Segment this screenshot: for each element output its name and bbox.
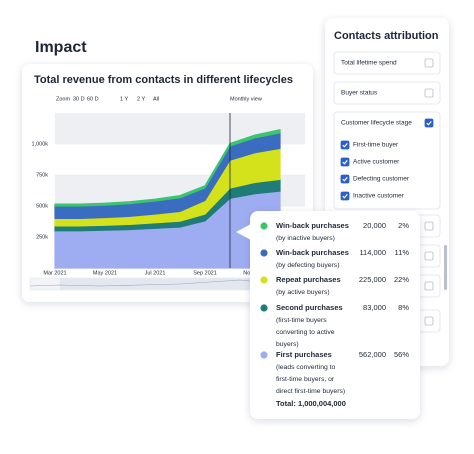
y-tick-label: 750k	[36, 172, 48, 178]
tooltip-total: Total: 1,000,004,000	[276, 399, 346, 408]
panel-subitem-label: Active customer	[353, 159, 400, 166]
y-tick-label: 250k	[36, 234, 48, 240]
legend-value: 20,000	[363, 221, 386, 230]
legend-note: (by inactive buyers)	[276, 235, 335, 242]
checkbox[interactable]	[340, 174, 350, 184]
legend-share: 56%	[394, 350, 409, 359]
legend-name: Win-back purchases	[276, 248, 349, 257]
legend-dot	[260, 351, 268, 359]
legend-value: 83,000	[363, 303, 386, 312]
legend-value: 114,000	[359, 248, 386, 257]
checkbox[interactable]	[424, 118, 434, 128]
tooltip: Win-back purchases 20,000 2% (by inactive b…	[236, 211, 420, 419]
legend-note: (leads converting to	[276, 364, 336, 371]
checkbox[interactable]	[340, 191, 350, 201]
zoom-label: Zoom	[56, 96, 70, 102]
tooltip-pointer-cover	[237, 224, 251, 240]
panel-subitem-label: First-time buyer	[353, 142, 399, 149]
x-tick-label: May 2021	[93, 270, 117, 276]
legend-note: buyers)	[276, 341, 299, 348]
legend-name: Repeat purchases	[276, 275, 341, 284]
area	[54, 128, 281, 207]
heading: Impact	[35, 39, 87, 56]
legend-share: 11%	[395, 248, 410, 257]
checkbox[interactable]	[424, 221, 434, 231]
panel-item-label: Customer lifecycle stage	[341, 120, 412, 127]
panel-item	[333, 51, 441, 75]
zoom-button[interactable]: All	[153, 96, 159, 102]
panel-item-label: Total lifetime spend	[341, 60, 397, 67]
chart-title: Total revenue from contacts in different…	[34, 74, 293, 86]
tooltip-card	[250, 211, 420, 419]
legend-name: Second purchases	[276, 303, 343, 312]
zoom-button[interactable]: 60 D	[87, 96, 99, 102]
legend-dot	[260, 222, 268, 230]
x-tick-label: Mar 2021	[43, 270, 66, 276]
legend-dot	[260, 304, 268, 312]
checkbox[interactable]	[424, 88, 434, 98]
checkmark	[342, 177, 348, 182]
legend-note: (by defecting buyers)	[276, 262, 339, 269]
checkmark	[342, 194, 348, 199]
legend-name: Win-back purchases	[276, 221, 349, 230]
zoom-button[interactable]: 2 Y	[137, 96, 145, 102]
legend-note: (by active buyers)	[276, 289, 330, 296]
legend-value: 562,000	[359, 350, 386, 359]
panel-item	[333, 81, 441, 105]
panel-title: Contacts attribution	[334, 30, 439, 42]
view-label[interactable]: Monthly view	[230, 96, 262, 102]
legend-share: 8%	[398, 303, 409, 312]
legend-name: First purchases	[276, 350, 332, 359]
legend-note: direct first-time buyers)	[276, 388, 345, 395]
checkmark	[342, 160, 348, 165]
navigator-window[interactable]	[60, 278, 270, 290]
y-tick-label: 500k	[36, 203, 48, 209]
legend-share: 2%	[398, 221, 409, 230]
y-tick-label: 1,000k	[31, 141, 48, 147]
legend-note: (first-time buyers	[276, 317, 327, 324]
checkmark	[426, 121, 432, 126]
zoom-button[interactable]: 1 Y	[120, 96, 128, 102]
zoom-button[interactable]: 30 D	[73, 96, 85, 102]
x-tick-label: Jul 2021	[145, 270, 166, 276]
legend-note: first-time buyers, or	[276, 376, 335, 383]
legend-value: 225,000	[359, 275, 386, 284]
chart-card: Total revenue from contacts in different…	[22, 64, 313, 302]
panel-subitem-label: Inactive customer	[353, 193, 405, 200]
panel-item	[333, 111, 441, 210]
legend-share: 22%	[394, 275, 409, 284]
checkbox[interactable]	[424, 281, 434, 291]
panel-subitem-label: Defecting customer	[353, 176, 410, 183]
checkmark	[342, 143, 348, 148]
legend-dot	[260, 276, 268, 284]
checkbox[interactable]	[424, 58, 434, 68]
checkbox[interactable]	[424, 251, 434, 261]
scrollbar	[444, 245, 447, 290]
checkbox[interactable]	[424, 316, 434, 326]
checkbox[interactable]	[340, 140, 350, 150]
checkbox[interactable]	[340, 157, 350, 167]
legend-dot	[260, 249, 268, 257]
x-tick-label: Sep 2021	[193, 270, 217, 276]
legend-note: converting to active	[276, 329, 335, 336]
panel-item-label: Buyer status	[341, 90, 378, 97]
